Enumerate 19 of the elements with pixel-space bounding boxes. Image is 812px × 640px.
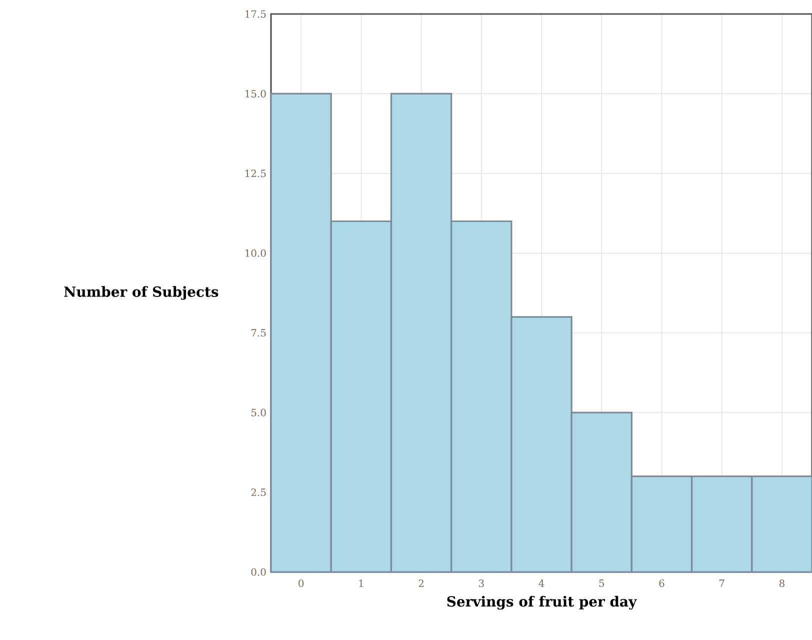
y-tick-label: 5.0 xyxy=(251,408,266,416)
x-tick-label: 7 xyxy=(720,580,724,587)
y-tick-label: 10.0 xyxy=(246,249,266,257)
y-tick-label: 7.5 xyxy=(251,329,266,337)
x-tick-label: 2 xyxy=(418,580,424,587)
x-tick-label: 0 xyxy=(298,580,304,588)
y-tick-label: 12.5 xyxy=(246,170,266,178)
y-axis-title: Number of Subjects xyxy=(64,286,218,300)
x-tick-label: 6 xyxy=(659,580,664,588)
y-tick-label: 15.0 xyxy=(246,90,266,98)
x-tick-label: 8 xyxy=(779,580,784,588)
x-tick-label: 5 xyxy=(599,580,604,587)
x-tick-label: 1 xyxy=(359,580,363,587)
y-tick-label: 0.0 xyxy=(251,568,266,576)
y-tick-label: 17.5 xyxy=(246,10,266,18)
y-tick-label: 2.5 xyxy=(251,488,266,496)
x-tick-label: 3 xyxy=(478,580,484,588)
x-axis-title: Servings of fruit per day xyxy=(447,596,637,610)
x-tick-label: 4 xyxy=(538,580,544,587)
